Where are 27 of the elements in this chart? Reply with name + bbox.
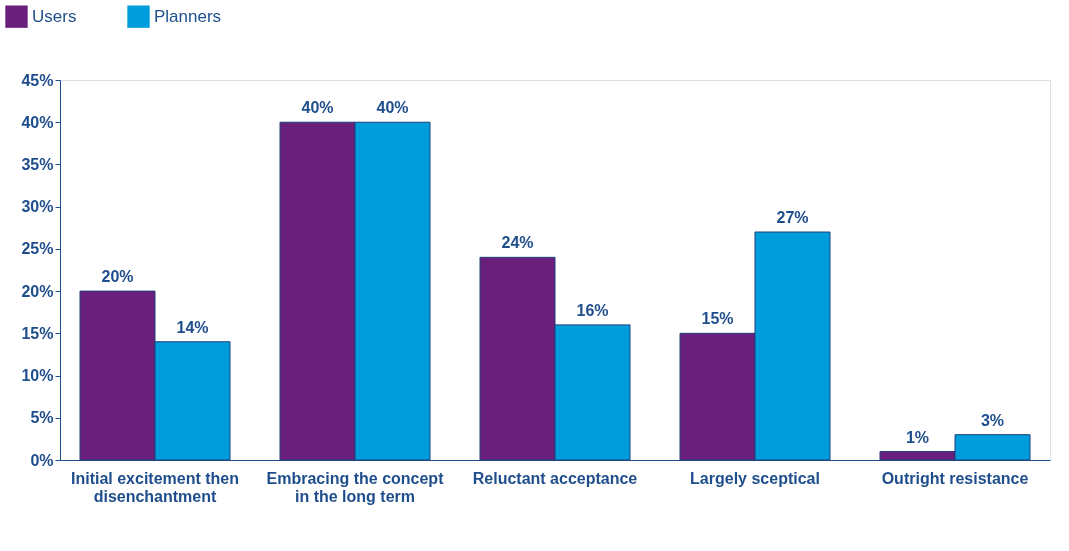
y-tick-label: 25% bbox=[21, 240, 54, 258]
legend-label: Users bbox=[32, 6, 77, 26]
data-label: 24% bbox=[501, 234, 534, 252]
y-tick-label: 30% bbox=[21, 198, 54, 216]
x-tick-label: Initial excitement then disenchantment bbox=[70, 469, 240, 505]
y-tick-label: 5% bbox=[30, 409, 54, 427]
data-label: 3% bbox=[980, 411, 1005, 429]
y-tick-label: 20% bbox=[21, 282, 54, 300]
y-tick-label: 0% bbox=[30, 451, 54, 469]
y-tick-label: 15% bbox=[21, 324, 54, 342]
data-label: 14% bbox=[176, 318, 209, 336]
data-label: 40% bbox=[301, 99, 334, 117]
x-tick-label: Outright resistance bbox=[881, 469, 1029, 487]
data-label: 1% bbox=[905, 428, 930, 446]
x-tick-label: Largely sceptical bbox=[690, 469, 820, 487]
y-tick-label: 10% bbox=[21, 367, 54, 385]
x-tick-label: Embracing the concept in the long term bbox=[266, 469, 445, 505]
data-label: 27% bbox=[776, 209, 809, 226]
data-label: 40% bbox=[376, 99, 409, 117]
y-tick-label: 40% bbox=[21, 113, 54, 131]
data-label: 16% bbox=[576, 301, 609, 319]
y-tick-label: 35% bbox=[21, 155, 54, 173]
legend-label: Planners bbox=[154, 6, 222, 26]
y-tick-label: 45% bbox=[21, 71, 54, 89]
x-tick-label: Reluctant acceptance bbox=[472, 469, 638, 487]
data-label: 20% bbox=[101, 268, 134, 286]
data-label: 15% bbox=[701, 310, 734, 328]
